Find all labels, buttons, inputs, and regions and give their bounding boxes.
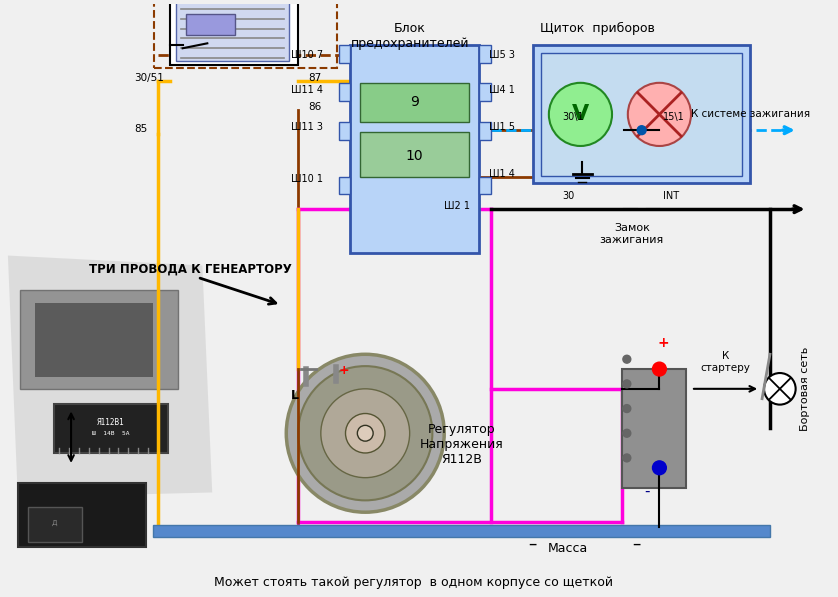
Bar xyxy=(54,404,168,453)
Text: L: L xyxy=(292,389,299,402)
Bar xyxy=(339,177,350,195)
Text: 30/51: 30/51 xyxy=(134,73,164,83)
Circle shape xyxy=(357,425,373,441)
Text: 15\1: 15\1 xyxy=(664,112,685,122)
Text: Бортовая сеть: Бортовая сеть xyxy=(799,347,810,431)
Bar xyxy=(350,45,478,253)
Bar xyxy=(478,177,490,195)
Circle shape xyxy=(653,362,666,376)
Text: Ш11 3: Ш11 3 xyxy=(292,122,323,132)
Circle shape xyxy=(287,354,444,512)
Text: К
стартеру: К стартеру xyxy=(701,352,751,373)
Text: РС 702: РС 702 xyxy=(188,16,227,26)
Bar xyxy=(533,45,750,183)
Bar xyxy=(339,122,350,140)
Text: Ш11 4: Ш11 4 xyxy=(292,85,323,95)
Bar xyxy=(185,14,235,35)
Text: 30: 30 xyxy=(562,191,575,201)
Bar xyxy=(34,303,153,377)
Polygon shape xyxy=(8,256,212,497)
Text: Масса: Масса xyxy=(547,541,587,555)
Text: Ш5 3: Ш5 3 xyxy=(489,50,515,60)
Text: Блок
предохранителей: Блок предохранителей xyxy=(350,21,469,50)
Circle shape xyxy=(623,355,631,363)
Bar xyxy=(541,53,742,176)
Text: Ш1 4: Ш1 4 xyxy=(489,168,515,179)
Bar xyxy=(154,0,337,68)
Text: 85: 85 xyxy=(134,124,147,134)
Circle shape xyxy=(623,405,631,413)
Circle shape xyxy=(321,389,410,478)
Text: –: – xyxy=(528,535,536,553)
Bar xyxy=(18,482,146,547)
Text: Ш2 1: Ш2 1 xyxy=(444,201,470,211)
Bar xyxy=(622,369,686,488)
Text: Ш10 7: Ш10 7 xyxy=(292,50,323,60)
Bar xyxy=(20,290,178,389)
Bar xyxy=(153,525,770,537)
Text: ТРИ ПРОВОДА К ГЕНЕАРТОРУ: ТРИ ПРОВОДА К ГЕНЕАРТОРУ xyxy=(89,262,292,275)
Text: –: – xyxy=(632,535,640,553)
Circle shape xyxy=(628,83,691,146)
Text: V: V xyxy=(572,104,589,124)
Text: INT: INT xyxy=(664,191,680,201)
Text: Может стоять такой регулятор  в одном корпусе со щеткой: Может стоять такой регулятор в одном кор… xyxy=(215,576,613,589)
Text: 87: 87 xyxy=(308,73,321,83)
Circle shape xyxy=(298,366,432,500)
Bar xyxy=(360,132,469,177)
Text: 30\1: 30\1 xyxy=(562,112,584,122)
Text: 10: 10 xyxy=(406,149,423,163)
Text: Регулятор
Напряжения
Я112В: Регулятор Напряжения Я112В xyxy=(420,423,504,466)
Circle shape xyxy=(653,461,666,475)
Bar xyxy=(176,0,289,61)
Bar xyxy=(339,83,350,100)
Circle shape xyxy=(345,414,385,453)
Bar xyxy=(28,507,82,542)
Text: Я112В1: Я112В1 xyxy=(96,418,124,427)
Bar xyxy=(478,83,490,100)
Text: 86: 86 xyxy=(308,103,321,112)
Circle shape xyxy=(623,454,631,462)
Text: 9: 9 xyxy=(410,94,419,109)
Bar xyxy=(360,83,469,122)
Text: +: + xyxy=(658,336,670,350)
Text: Ш1 5: Ш1 5 xyxy=(489,122,515,132)
Circle shape xyxy=(623,380,631,388)
Bar xyxy=(478,122,490,140)
Circle shape xyxy=(549,83,612,146)
Bar xyxy=(478,45,490,63)
Circle shape xyxy=(637,126,646,135)
Text: Д: Д xyxy=(52,520,57,526)
Text: Ш10 1: Ш10 1 xyxy=(292,174,323,183)
Bar xyxy=(339,45,350,63)
Text: Ш  14В  5А: Ш 14В 5А xyxy=(92,431,129,436)
Text: Щиток  приборов: Щиток приборов xyxy=(540,21,654,35)
Text: К системе зажигания: К системе зажигания xyxy=(691,109,810,119)
Text: +: + xyxy=(339,364,349,377)
Circle shape xyxy=(764,373,795,405)
Text: Замок
зажигания: Замок зажигания xyxy=(600,223,664,245)
Text: Ш4 1: Ш4 1 xyxy=(489,85,515,95)
Bar xyxy=(170,0,298,65)
Text: -: - xyxy=(644,484,649,498)
Circle shape xyxy=(623,429,631,437)
